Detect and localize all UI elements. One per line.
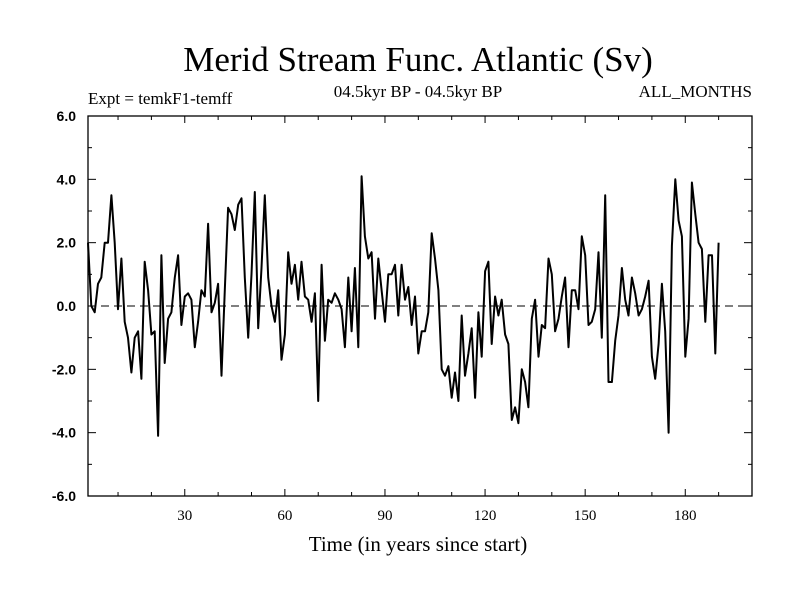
y-tick-label: 6.0 [57,108,77,124]
y-axis-ticks: -6.0 -4.0 -2.0 0.0 2.0 4.0 6.0 [52,108,752,504]
chart-subtitle-right: ALL_MONTHS [639,82,752,101]
series-line [87,175,720,437]
x-axis-ticks: 30 60 90 120 150 180 [117,116,753,524]
y-tick-label: 4.0 [57,171,77,187]
x-tick-label: 120 [474,508,497,524]
x-axis-label: Time (in years since start) [309,532,528,556]
x-tick-label: 90 [377,508,392,524]
x-tick-label: 150 [574,508,597,524]
x-tick-label: 180 [674,508,697,524]
y-tick-label: 2.0 [57,235,77,251]
y-tick-label: -2.0 [52,361,76,377]
plot-frame [87,115,753,497]
y-tick-label: -4.0 [52,425,76,441]
y-tick-label: -6.0 [52,488,76,504]
x-tick-label: 30 [177,508,192,524]
y-tick-label: 0.0 [57,298,77,314]
chart-subtitle-center: 04.5kyr BP - 04.5kyr BP [334,82,502,101]
chart-title: Merid Stream Func. Atlantic (Sv) [183,40,653,79]
chart-subtitle-left: Expt = temkF1-temff [88,89,233,108]
x-tick-label: 60 [277,508,292,524]
